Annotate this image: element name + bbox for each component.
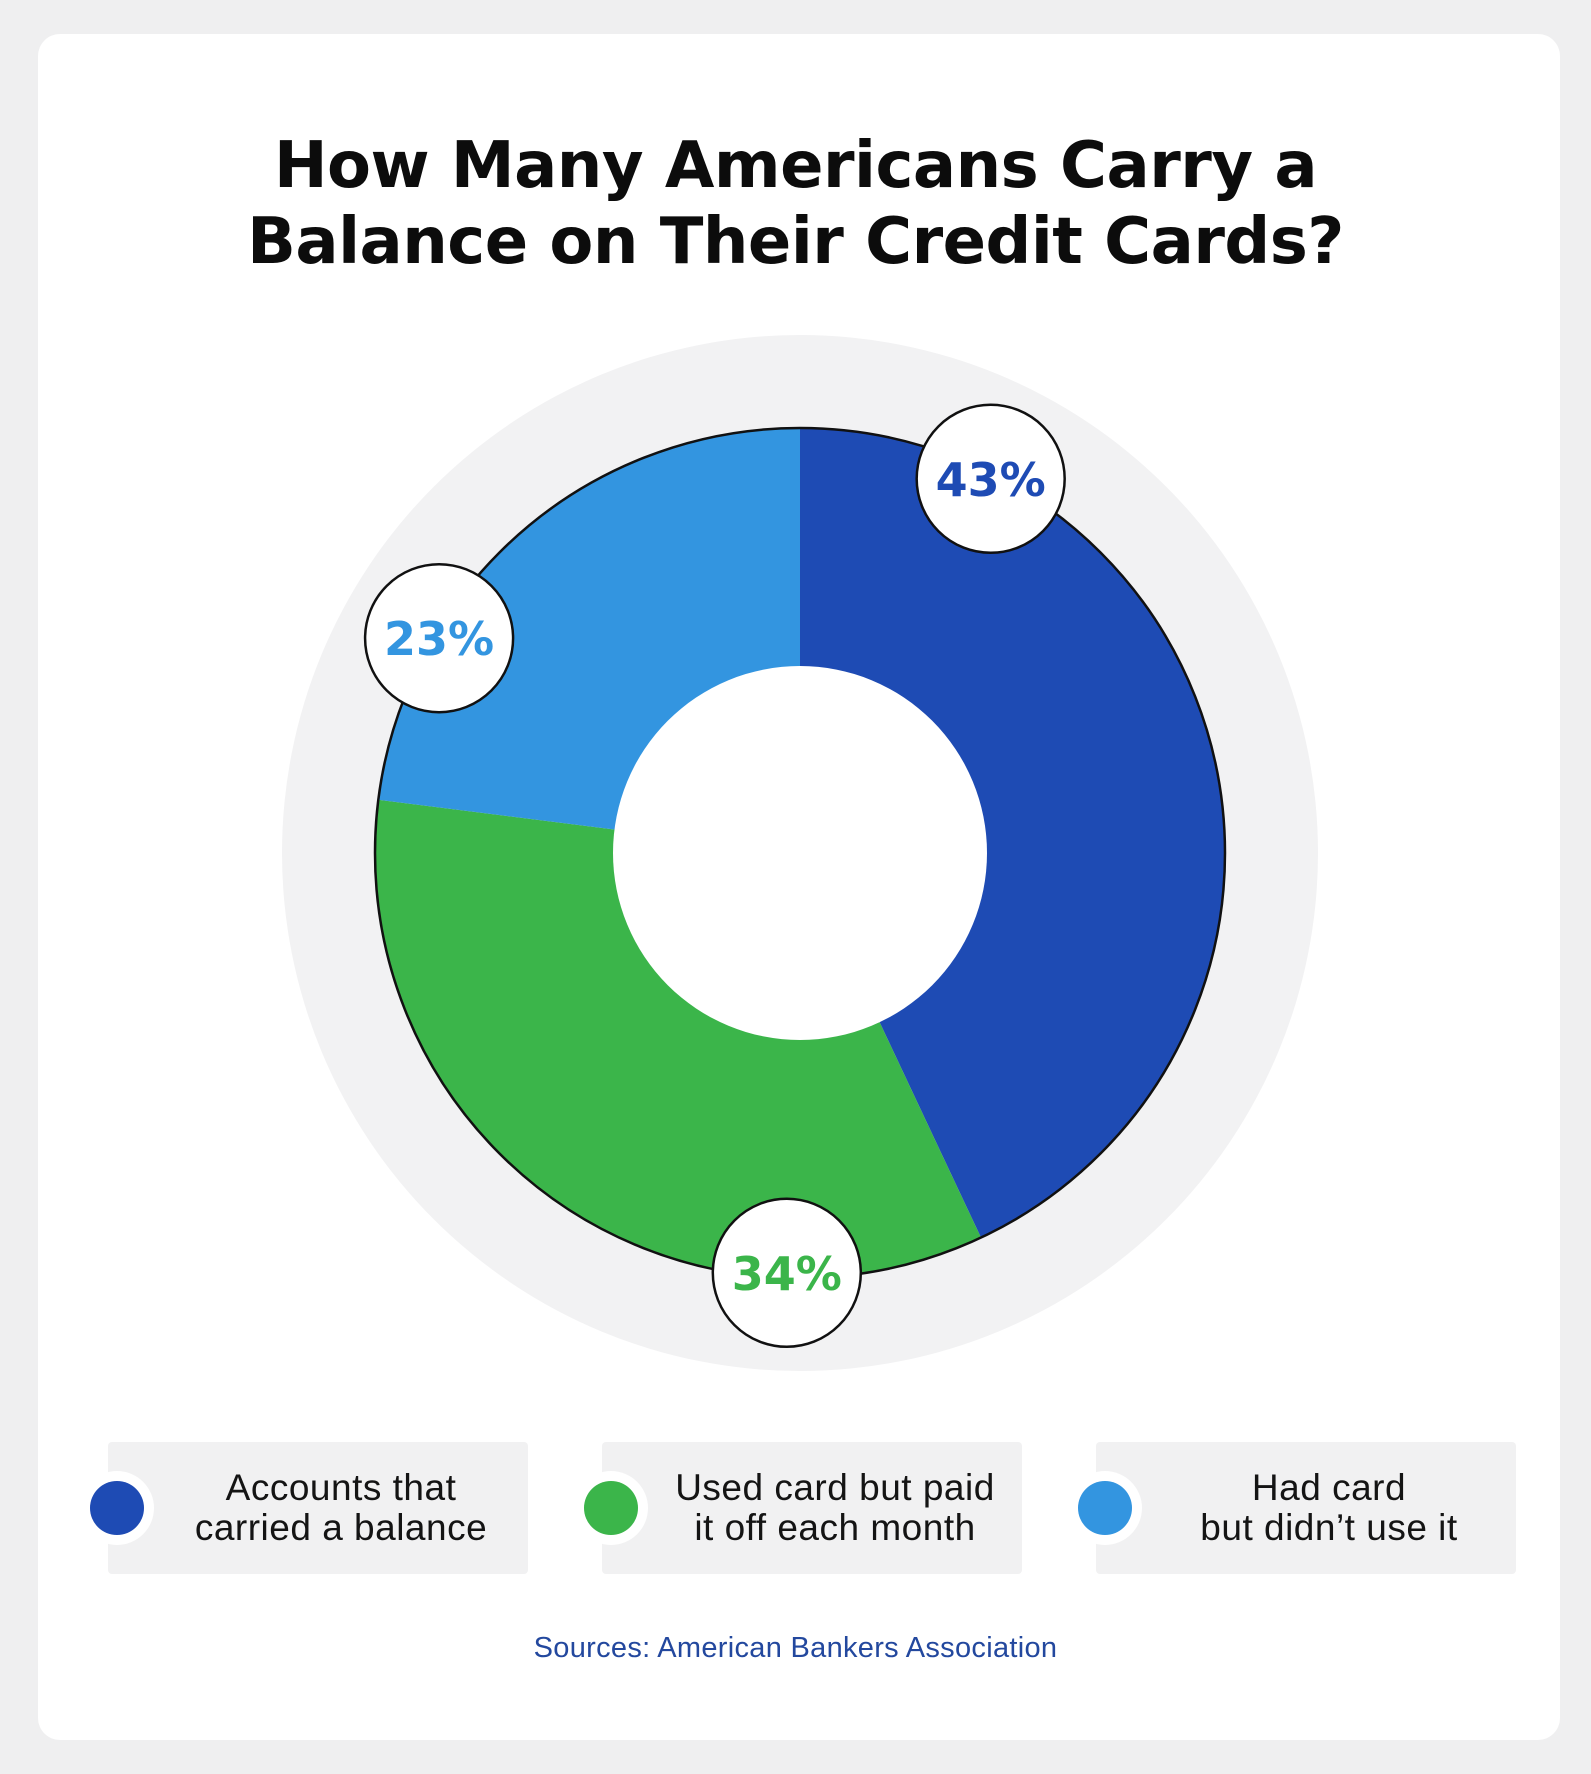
legend-item-background [602,1442,1022,1574]
legend-swatch [584,1481,638,1535]
value-badge-circle [711,1197,863,1349]
legend-swatch-ring [574,1471,648,1545]
chart-title-line-2: Balance on Their Credit Cards? [247,205,1344,279]
value-badge-did-not-use: 23% [363,562,515,714]
legend-label-line-1: Accounts that [225,1467,457,1508]
legend-swatch-ring [80,1471,154,1545]
legend-swatch [1078,1481,1132,1535]
value-badge-circle [363,562,515,714]
legend-label: Had card but didn’t use it [1142,1442,1516,1574]
value-badge-circle [915,403,1066,555]
donut-slice-carried-balance [800,428,1225,1238]
value-badge-paid-off: 34% [711,1197,863,1349]
value-label-carried-balance: 43% [936,453,1046,507]
chart-title-line-1: How Many Americans Carry a [273,129,1318,203]
legend-swatch [90,1481,144,1535]
legend-swatch-ring [1068,1471,1142,1545]
donut-hole [613,666,987,1040]
chart-title: How Many Americans Carry a Balance on Th… [0,128,1591,280]
value-label-paid-off: 34% [732,1247,842,1301]
legend-label-line-2: carried a balance [194,1507,488,1548]
donut-chart: 43% 34% 23% [282,335,1318,1371]
source-note: Sources: American Bankers Association [533,1632,1058,1664]
legend-item-background [1096,1442,1516,1574]
legend-label-line-1: Used card but paid [675,1467,995,1508]
value-badge-carried-balance: 43% [915,403,1066,555]
legend-item-background [108,1442,528,1574]
value-label-did-not-use: 23% [384,612,494,666]
legend-label-line-2: it off each month [694,1507,976,1548]
legend-label: Accounts that carried a balance [154,1442,528,1574]
slice-value-labels: 43% 34% 23% [363,403,1066,1349]
legend-label-line-1: Had card [1251,1467,1407,1508]
legend-label: Used card but paid it off each month [648,1442,1022,1574]
legend-label-line-2: but didn’t use it [1200,1507,1458,1548]
